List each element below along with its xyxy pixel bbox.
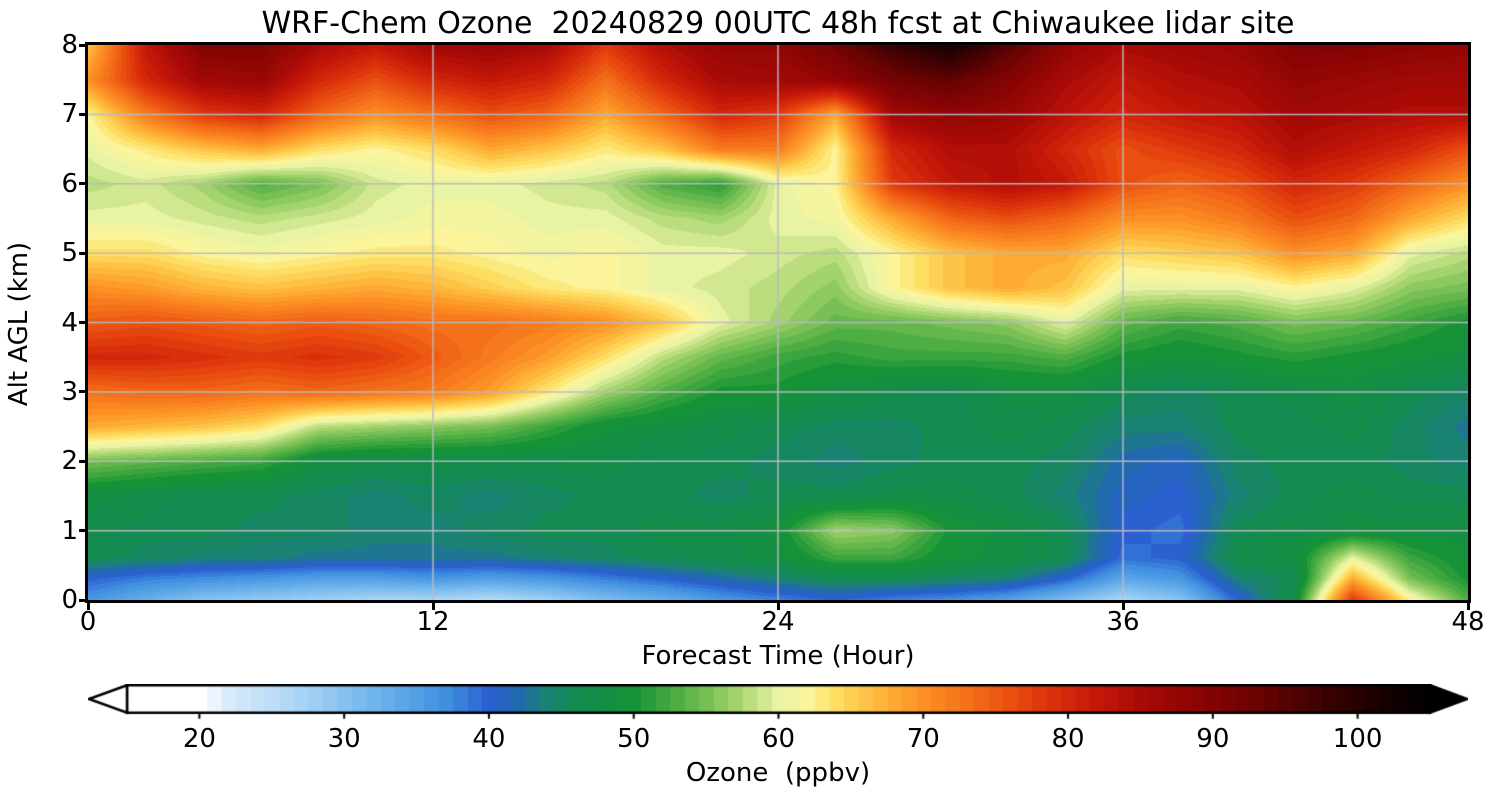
y-tick-mark <box>79 43 88 47</box>
y-tick-mark <box>79 459 88 463</box>
y-tick-mark <box>79 321 88 324</box>
colorbar-canvas <box>88 684 1468 724</box>
x-tick-label: 36 <box>1106 607 1140 637</box>
colorbar-tick-label: 60 <box>761 724 796 754</box>
y-tick-mark <box>79 529 88 533</box>
y-tick-mark <box>79 251 88 255</box>
y-tick-label: 4 <box>61 307 78 338</box>
x-tick-label: 12 <box>416 607 450 637</box>
chart-title: WRF-Chem Ozone 20240829 00UTC 48h fcst a… <box>261 6 1295 41</box>
y-tick-label: 7 <box>61 99 78 130</box>
y-tick-label: 8 <box>61 30 78 60</box>
x-tick-label: 0 <box>79 607 97 637</box>
x-tick-mark <box>1121 601 1125 610</box>
x-tick-mark <box>431 601 435 610</box>
colorbar-tick-label: 90 <box>1196 724 1230 754</box>
heatmap-canvas <box>88 45 1468 600</box>
x-tick-label: 48 <box>1451 607 1485 637</box>
colorbar-tick-label: 80 <box>1051 724 1085 754</box>
colorbar-tick-label: 40 <box>472 724 506 754</box>
y-tick-mark <box>79 182 88 186</box>
y-tick-label: 3 <box>61 376 78 407</box>
colorbar-tick-label: 50 <box>617 724 651 754</box>
y-tick-label: 2 <box>61 446 78 477</box>
colorbar-tick-label: 20 <box>182 724 216 754</box>
colorbar-tick-label: 30 <box>327 724 361 754</box>
y-tick-mark <box>79 598 88 602</box>
y-tick-mark <box>79 112 88 116</box>
colorbar-label: Ozone (ppbv) <box>685 758 871 788</box>
x-tick-label: 24 <box>761 607 795 637</box>
x-tick-mark <box>776 601 780 610</box>
x-tick-mark <box>86 601 90 610</box>
colorbar-tick-label: 100 <box>1332 724 1383 754</box>
y-axis-label: Alt AGL (km) <box>4 241 34 407</box>
y-tick-label: 1 <box>61 515 78 546</box>
y-tick-mark <box>79 390 88 394</box>
y-tick-label: 0 <box>61 585 78 615</box>
y-tick-label: 5 <box>61 238 78 269</box>
x-tick-mark <box>1466 601 1470 610</box>
x-axis-label: Forecast Time (Hour) <box>641 641 915 671</box>
colorbar-tick-label: 70 <box>906 724 940 754</box>
y-tick-label: 6 <box>61 168 78 199</box>
